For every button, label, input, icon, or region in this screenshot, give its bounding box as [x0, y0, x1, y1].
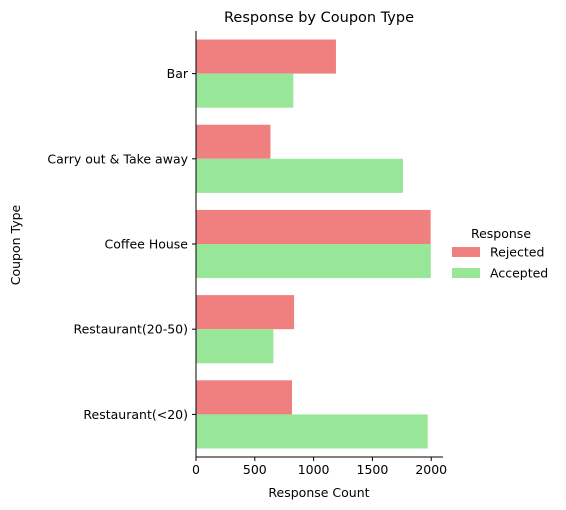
bar-accepted-4 — [196, 414, 428, 449]
x-axis-label: Response Count — [268, 485, 369, 500]
x-tick-label-3: 1500 — [357, 462, 389, 477]
legend-label-accepted: Accepted — [490, 266, 548, 281]
y-tick-label-4: Restaurant(<20) — [83, 407, 188, 422]
legend-swatch-accepted — [452, 268, 480, 278]
bar-rejected-1 — [196, 124, 271, 159]
legend-title: Response — [471, 226, 531, 241]
y-tick-label-3: Restaurant(20-50) — [73, 322, 188, 337]
x-tick-label-1: 500 — [243, 462, 267, 477]
bar-rejected-3 — [196, 295, 295, 330]
bar-rejected-0 — [196, 39, 336, 74]
legend-label-rejected: Rejected — [490, 245, 544, 260]
y-tick-label-2: Coffee House — [104, 237, 188, 252]
bar-accepted-0 — [196, 73, 294, 108]
chart-title: Response by Coupon Type — [224, 10, 414, 26]
bar-accepted-2 — [196, 244, 431, 279]
x-tick-label-4: 2000 — [415, 462, 447, 477]
x-tick-label-0: 0 — [192, 462, 200, 477]
bar-rejected-4 — [196, 380, 292, 415]
x-axis: 0 500 1000 1500 2000 — [192, 456, 447, 477]
bars-group — [196, 39, 431, 449]
legend-swatch-rejected — [452, 247, 480, 257]
bar-accepted-3 — [196, 329, 274, 364]
bar-accepted-1 — [196, 158, 404, 193]
legend: Response Rejected Accepted — [452, 226, 548, 281]
y-tick-label-1: Carry out & Take away — [47, 151, 188, 166]
x-tick-label-2: 1000 — [298, 462, 330, 477]
y-axis: Bar Carry out & Take away Coffee House Rest… — [47, 31, 197, 457]
y-axis-label: Coupon Type — [8, 204, 23, 285]
y-tick-label-0: Bar — [167, 66, 189, 81]
bar-rejected-2 — [196, 209, 431, 244]
